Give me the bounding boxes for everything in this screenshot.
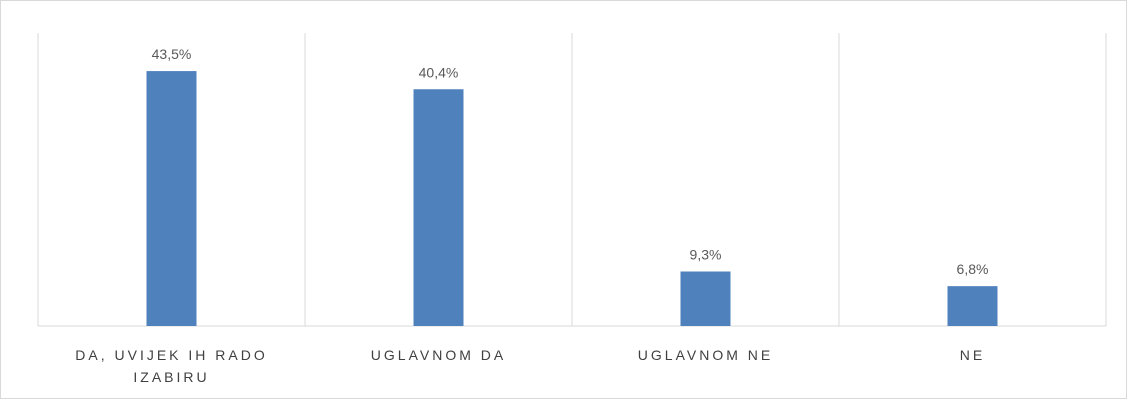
bar xyxy=(413,89,464,326)
x-tick-label: NE xyxy=(959,347,986,363)
bar xyxy=(680,271,731,326)
value-label: 6,8% xyxy=(957,261,989,277)
x-tick-label: DA, UVIJEK IH RADO IZABIRU xyxy=(75,347,268,385)
bar xyxy=(947,286,998,326)
bar xyxy=(146,71,197,326)
value-label: 9,3% xyxy=(690,247,722,263)
x-tick-label: UGLAVNOM NE xyxy=(637,347,774,363)
x-tick-label: UGLAVNOM DA xyxy=(370,347,507,363)
value-label: 43,5% xyxy=(152,46,192,62)
value-label: 40,4% xyxy=(419,64,459,80)
